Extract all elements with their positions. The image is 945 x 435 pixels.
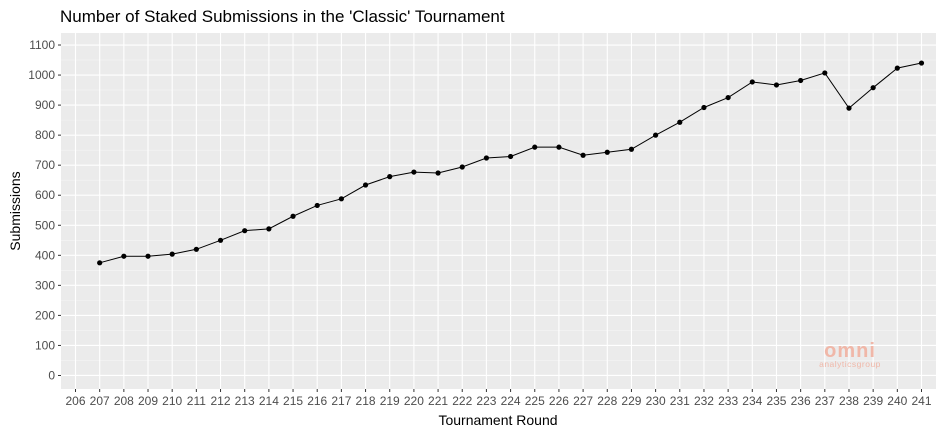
x-tick-label: 233 bbox=[718, 394, 738, 408]
x-tick-label: 241 bbox=[911, 394, 931, 408]
x-tick-label: 236 bbox=[791, 394, 811, 408]
x-tick-label: 216 bbox=[307, 394, 327, 408]
x-tick-label: 207 bbox=[90, 394, 110, 408]
data-point bbox=[483, 155, 490, 161]
y-axis: 0 100 200 300 400 500 600 700 800 900 1000 1100 bbox=[28, 38, 61, 382]
x-tick-label: 240 bbox=[887, 394, 907, 408]
x-tick-label: 212 bbox=[211, 394, 231, 408]
x-tick-label: 220 bbox=[404, 394, 424, 408]
x-tick-label: 222 bbox=[452, 394, 472, 408]
data-point bbox=[217, 237, 224, 243]
data-point bbox=[266, 226, 272, 232]
data-point bbox=[169, 251, 175, 257]
x-tick-label: 217 bbox=[331, 394, 351, 408]
data-point bbox=[870, 85, 876, 91]
data-point bbox=[798, 77, 804, 84]
x-tick-label: 210 bbox=[162, 394, 182, 408]
data-point bbox=[918, 60, 925, 66]
x-tick-label: 215 bbox=[283, 394, 303, 408]
data-point bbox=[749, 79, 755, 85]
minor-grid bbox=[61, 59, 936, 361]
y-tick-label: 400 bbox=[35, 248, 55, 262]
x-tick-label: 206 bbox=[65, 394, 85, 408]
x-tick-label: 239 bbox=[863, 394, 883, 408]
data-point bbox=[290, 213, 296, 219]
x-tick-label: 211 bbox=[187, 394, 206, 408]
x-tick-label: 238 bbox=[839, 394, 859, 408]
data-point bbox=[580, 152, 586, 158]
data-point bbox=[459, 164, 465, 170]
x-tick-label: 208 bbox=[114, 394, 134, 408]
y-tick-label: 800 bbox=[35, 128, 55, 142]
data-point bbox=[362, 182, 369, 188]
data-point bbox=[314, 202, 320, 209]
y-tick-label: 1100 bbox=[29, 38, 55, 52]
x-tick-label: 232 bbox=[694, 394, 714, 408]
chart-title: Number of Staked Submissions in the 'Cla… bbox=[60, 7, 505, 26]
data-point bbox=[894, 65, 900, 71]
data-point bbox=[338, 196, 344, 202]
y-tick-label: 200 bbox=[35, 308, 55, 322]
x-tick-label: 221 bbox=[428, 394, 448, 408]
x-tick-label: 209 bbox=[138, 394, 158, 408]
x-tick-label: 223 bbox=[476, 394, 496, 408]
watermark-logo: omni analyticsgroup bbox=[819, 340, 881, 369]
x-axis-title: Tournament Round bbox=[438, 412, 557, 428]
x-axis: 206 207 208 209 210 211 212 213 214 215 216 217 218 2… bbox=[65, 389, 932, 408]
data-point bbox=[822, 70, 828, 76]
x-tick-label: 224 bbox=[501, 394, 521, 408]
data-point bbox=[725, 94, 731, 101]
x-tick-label: 219 bbox=[380, 394, 400, 408]
y-tick-label: 0 bbox=[48, 368, 55, 382]
data-point bbox=[677, 119, 683, 125]
y-tick-label: 1000 bbox=[28, 68, 55, 82]
x-tick-label: 227 bbox=[573, 394, 593, 408]
y-tick-label: 300 bbox=[35, 278, 55, 292]
x-tick-label: 213 bbox=[235, 394, 255, 408]
data-point bbox=[628, 146, 635, 152]
y-tick-label: 900 bbox=[35, 98, 55, 112]
x-tick-label: 218 bbox=[356, 394, 376, 408]
y-axis-title: Submissions bbox=[7, 171, 23, 250]
x-tick-label: 226 bbox=[549, 394, 569, 408]
data-point bbox=[435, 170, 441, 176]
x-tick-label: 231 bbox=[670, 394, 690, 408]
series-points bbox=[97, 60, 925, 266]
x-tick-label: 229 bbox=[621, 394, 641, 408]
x-tick-label: 214 bbox=[259, 394, 279, 408]
x-tick-label: 230 bbox=[646, 394, 666, 408]
y-tick-label: 600 bbox=[35, 188, 55, 202]
y-tick-label: 500 bbox=[35, 218, 55, 232]
data-point bbox=[411, 169, 417, 175]
data-point bbox=[145, 253, 151, 259]
data-point bbox=[242, 228, 248, 234]
data-point bbox=[387, 174, 393, 180]
data-point bbox=[121, 253, 127, 259]
y-tick-label: 700 bbox=[35, 158, 55, 172]
x-tick-label: 225 bbox=[525, 394, 545, 408]
data-point bbox=[701, 104, 707, 111]
major-grid bbox=[61, 33, 936, 389]
x-tick-label: 228 bbox=[597, 394, 617, 408]
plot-panel bbox=[61, 33, 936, 389]
data-point bbox=[507, 153, 514, 160]
data-point bbox=[653, 132, 659, 138]
data-point bbox=[97, 260, 103, 266]
data-point bbox=[532, 144, 538, 150]
data-point bbox=[773, 82, 780, 88]
x-tick-label: 237 bbox=[815, 394, 835, 408]
watermark-logo-main: omni bbox=[824, 340, 876, 362]
data-point bbox=[556, 144, 562, 150]
x-tick-label: 234 bbox=[742, 394, 762, 408]
y-tick-label: 100 bbox=[35, 338, 55, 352]
data-point bbox=[846, 105, 852, 111]
x-tick-label: 235 bbox=[766, 394, 786, 408]
data-point bbox=[193, 246, 199, 252]
data-point bbox=[604, 149, 610, 155]
watermark-logo-sub: analyticsgroup bbox=[819, 359, 881, 369]
